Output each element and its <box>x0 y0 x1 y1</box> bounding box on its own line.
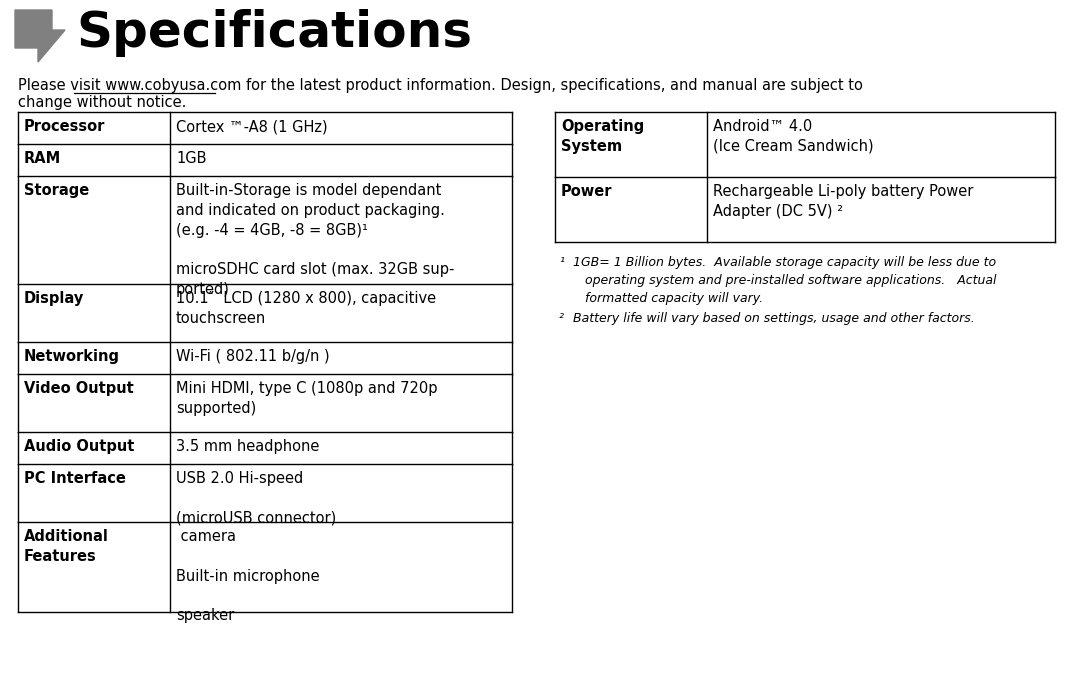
Text: PC Interface: PC Interface <box>24 471 125 486</box>
Polygon shape <box>15 10 65 62</box>
Text: Additional
Features: Additional Features <box>24 529 109 564</box>
Text: Video Output: Video Output <box>24 381 134 396</box>
Text: Processor: Processor <box>24 119 106 134</box>
Text: Power: Power <box>561 184 613 199</box>
Text: Storage: Storage <box>24 183 89 198</box>
Text: 10.1″  LCD (1280 x 800), capacitive
touchscreen: 10.1″ LCD (1280 x 800), capacitive touch… <box>175 291 436 326</box>
Text: Mini HDMI, type C (1080p and 720p
supported): Mini HDMI, type C (1080p and 720p suppor… <box>175 381 437 416</box>
Text: RAM: RAM <box>24 151 61 166</box>
Text: Android™ 4.0
(Ice Cream Sandwich): Android™ 4.0 (Ice Cream Sandwich) <box>713 119 873 154</box>
Text: 3.5 mm headphone: 3.5 mm headphone <box>175 439 319 454</box>
Text: Operating
System: Operating System <box>561 119 644 154</box>
Text: camera

Built-in microphone

speaker: camera Built-in microphone speaker <box>175 529 319 623</box>
Text: change without notice.: change without notice. <box>19 95 186 110</box>
Text: USB 2.0 Hi-speed

(microUSB connector): USB 2.0 Hi-speed (microUSB connector) <box>175 471 336 526</box>
Text: Display: Display <box>24 291 84 306</box>
Text: Please visit www.cobyusa.com for the latest product information. Design, specifi: Please visit www.cobyusa.com for the lat… <box>19 78 863 93</box>
Text: Specifications: Specifications <box>76 9 472 57</box>
Text: Rechargeable Li-poly battery Power
Adapter (DC 5V) ²: Rechargeable Li-poly battery Power Adapt… <box>713 184 973 219</box>
Text: Wi-Fi ( 802.11 b/g/n ): Wi-Fi ( 802.11 b/g/n ) <box>175 349 329 364</box>
Text: Audio Output: Audio Output <box>24 439 134 454</box>
Text: Built-in-Storage is model dependant
and indicated on product packaging.
(e.g. -4: Built-in-Storage is model dependant and … <box>175 183 455 297</box>
Text: 1GB= 1 Billion bytes.  Available storage capacity will be less due to
   operati: 1GB= 1 Billion bytes. Available storage … <box>573 256 996 305</box>
Text: Battery life will vary based on settings, usage and other factors.: Battery life will vary based on settings… <box>573 312 974 325</box>
Text: ²: ² <box>559 312 564 325</box>
Text: 1GB: 1GB <box>175 151 206 166</box>
Text: ¹: ¹ <box>559 256 564 269</box>
Text: Networking: Networking <box>24 349 120 364</box>
Text: Cortex ™-A8 (1 GHz): Cortex ™-A8 (1 GHz) <box>175 119 328 134</box>
